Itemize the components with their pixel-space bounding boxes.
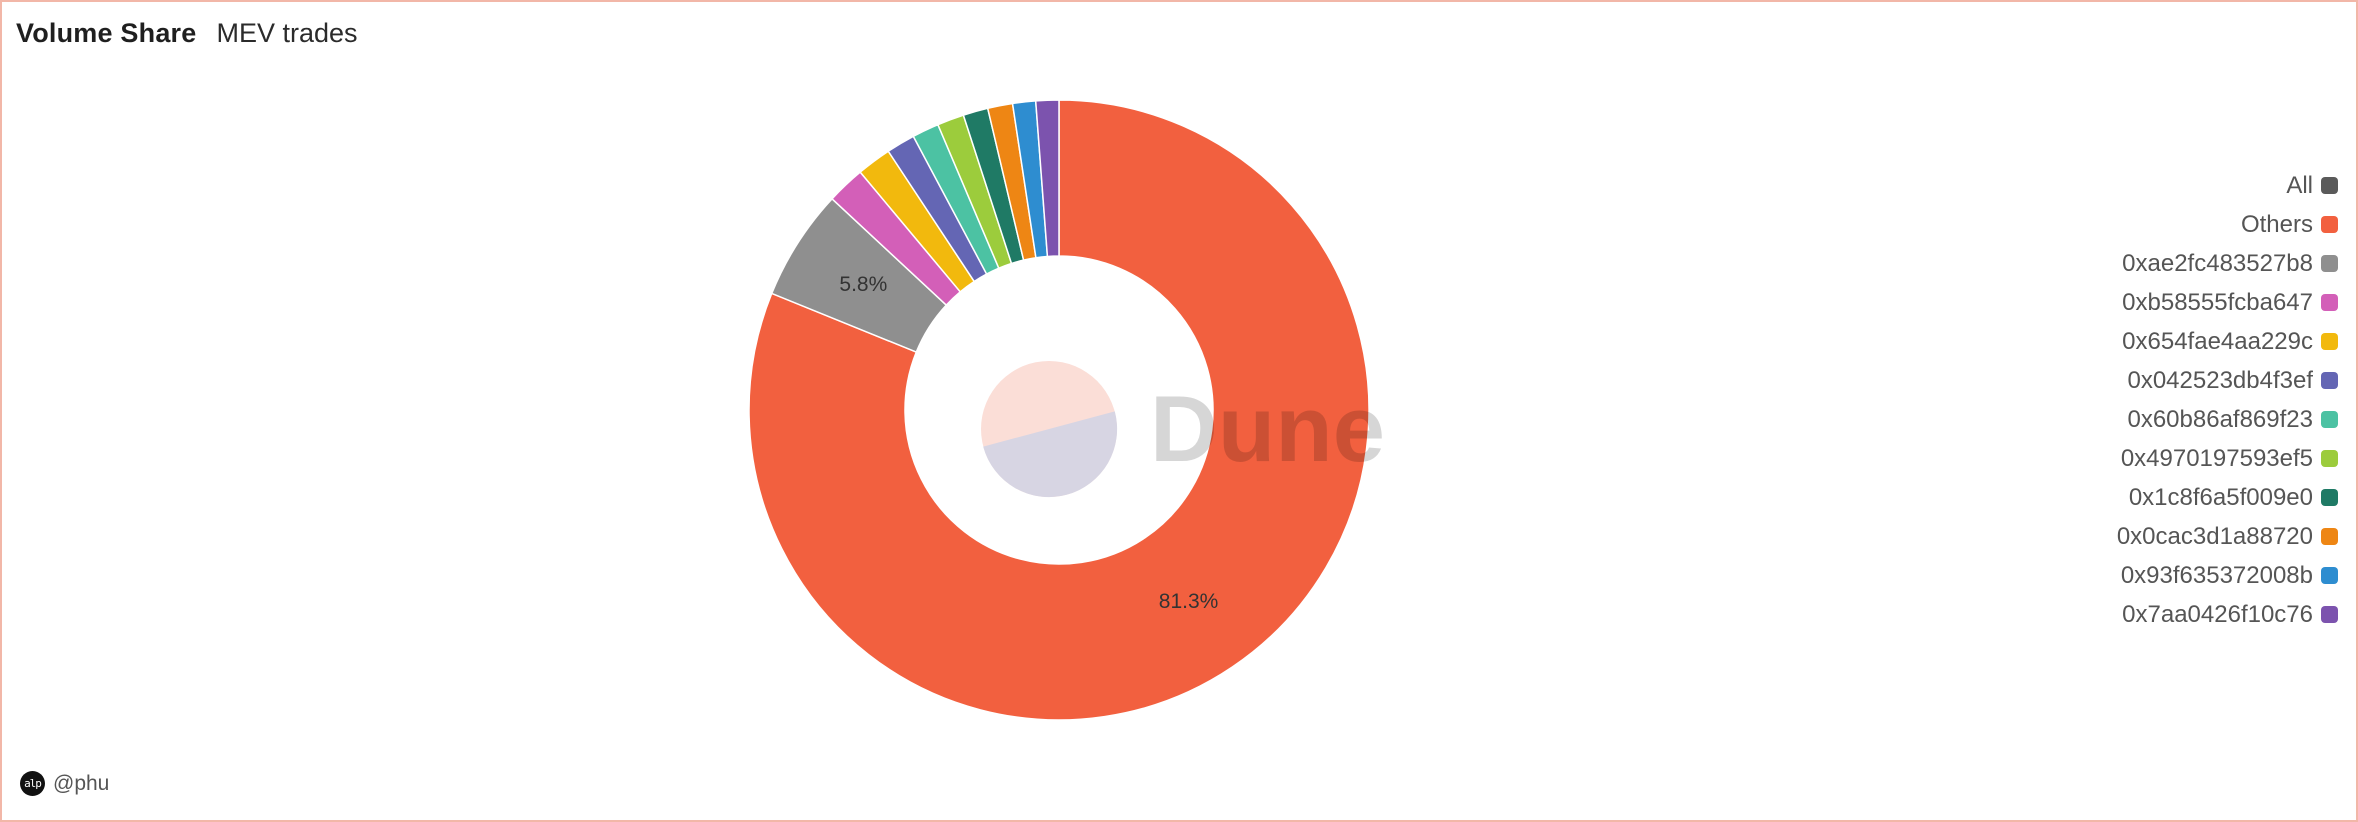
footer: alp @phu	[20, 771, 109, 796]
legend-label: 0x042523db4f3ef	[2127, 366, 2313, 394]
slice-labels-group: 81.3% 5.8%	[839, 273, 1218, 613]
legend-item[interactable]: 0x0cac3d1a88720	[2058, 517, 2338, 556]
legend-label: 0x60b86af869f23	[2127, 405, 2313, 433]
chart-title: Volume Share	[16, 18, 197, 48]
chart-legend: All Others 0xae2fc483527b8 0xb58555fcba647 0…	[2058, 166, 2338, 634]
legend-item[interactable]: 0xae2fc483527b8	[2058, 244, 2338, 283]
legend-label: 0x4970197593ef5	[2120, 444, 2313, 472]
slice-value-label: 5.8%	[839, 273, 887, 296]
legend-swatch	[2321, 255, 2338, 272]
legend-swatch	[2321, 372, 2338, 389]
pie-slice[interactable]	[1034, 99, 1060, 258]
legend-item[interactable]: 0x7aa0426f10c76	[2058, 595, 2338, 634]
legend-item[interactable]: 0x4970197593ef5	[2058, 439, 2338, 478]
legend-label: 0xae2fc483527b8	[2122, 249, 2313, 277]
dune-watermark: Dune	[981, 361, 1385, 498]
legend-label: 0x7aa0426f10c76	[2122, 600, 2313, 628]
legend-item[interactable]: 0x93f635372008b	[2058, 556, 2338, 595]
legend-label: 0x93f635372008b	[2120, 561, 2313, 589]
pie-slice[interactable]	[748, 99, 1370, 721]
chart-subtitle: MEV trades	[216, 18, 358, 48]
legend-item[interactable]: 0x1c8f6a5f009e0	[2058, 478, 2338, 517]
legend-item[interactable]: 0x654fae4aa229c	[2058, 322, 2338, 361]
legend-item[interactable]: 0xb58555fcba647	[2058, 283, 2338, 322]
legend-label: 0x654fae4aa229c	[2122, 327, 2313, 355]
watermark-circle-bottom	[983, 411, 1118, 498]
legend-swatch	[2321, 216, 2338, 233]
legend-label: 0x1c8f6a5f009e0	[2128, 483, 2313, 511]
legend-label: 0xb58555fcba647	[2122, 288, 2313, 316]
legend-swatch	[2321, 567, 2338, 584]
legend-swatch	[2321, 177, 2338, 194]
legend-swatch	[2321, 450, 2338, 467]
legend-label: Others	[2240, 210, 2313, 238]
legend-item[interactable]: Others	[2058, 205, 2338, 244]
legend-swatch	[2321, 606, 2338, 623]
author-avatar[interactable]: alp	[20, 771, 45, 796]
legend-label: 0x0cac3d1a88720	[2116, 522, 2313, 550]
legend-label: All	[2286, 171, 2313, 199]
legend-item[interactable]: 0x042523db4f3ef	[2058, 361, 2338, 400]
slice-value-label: 81.3%	[1159, 590, 1219, 613]
chart-header: Volume Share MEV trades	[16, 18, 358, 49]
legend-swatch	[2321, 333, 2338, 350]
watermark-text: Dune	[1150, 376, 1385, 481]
slices-group	[748, 99, 1370, 721]
legend-swatch	[2321, 489, 2338, 506]
author-name[interactable]: @phu	[53, 771, 110, 795]
legend-swatch	[2321, 528, 2338, 545]
legend-item[interactable]: All	[2058, 166, 2338, 205]
legend-swatch	[2321, 294, 2338, 311]
legend-item[interactable]: 0x60b86af869f23	[2058, 400, 2338, 439]
legend-swatch	[2321, 411, 2338, 428]
